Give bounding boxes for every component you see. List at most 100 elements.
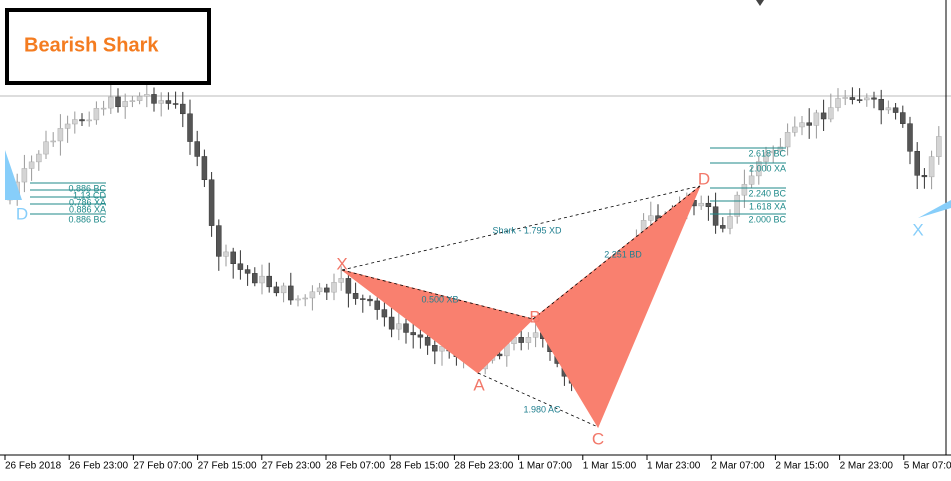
- candle-body: [50, 140, 56, 143]
- candle-body: [518, 337, 524, 343]
- candle-body: [734, 194, 740, 217]
- candle-body: [288, 285, 294, 301]
- candle-body: [187, 113, 193, 142]
- candle-body: [892, 107, 899, 113]
- level-label: 2.000 XA: [749, 163, 786, 173]
- candle-body: [921, 175, 928, 178]
- candle-body: [417, 334, 424, 338]
- candle-body: [748, 175, 755, 185]
- candle-body: [928, 156, 935, 178]
- candle-body: [756, 161, 762, 177]
- candle-body: [720, 225, 726, 229]
- level-label: 0.786 XA: [69, 197, 106, 207]
- candle-body: [144, 94, 150, 97]
- candle-body: [770, 150, 776, 154]
- pattern-point-label: D: [698, 169, 710, 188]
- candle-body: [849, 97, 856, 100]
- candle-body: [244, 269, 251, 274]
- candle-body: [698, 202, 704, 207]
- candle-body: [403, 323, 409, 333]
- candle-body: [784, 132, 791, 148]
- candle-body: [367, 298, 373, 302]
- candle-body: [86, 119, 92, 122]
- candle-body: [705, 202, 712, 207]
- pattern-point-label: X: [336, 254, 347, 273]
- pattern-bcd: [532, 185, 701, 429]
- candle-body: [108, 96, 114, 109]
- candle-body: [64, 123, 71, 129]
- candle-body: [345, 278, 352, 294]
- candle-body: [338, 278, 344, 283]
- previous-point-label: X: [912, 220, 923, 239]
- level-label: 2.000 BC: [748, 214, 786, 224]
- time-tick-label: 2 Mar 15:00: [775, 461, 829, 472]
- time-tick-label: 2 Mar 23:00: [840, 461, 894, 472]
- ratio-line: [341, 185, 701, 271]
- candle-body: [252, 273, 258, 284]
- candle-body: [57, 128, 64, 142]
- level-label: 0.886 BC: [68, 183, 106, 193]
- candle-body: [907, 123, 913, 152]
- shift-marker: [756, 0, 764, 6]
- candle-body: [374, 300, 380, 310]
- candle-body: [806, 122, 812, 126]
- candle-body: [273, 286, 280, 294]
- ratio-line: [341, 269, 534, 320]
- ratio-label: 0.500 XB: [421, 294, 458, 304]
- candle-body: [136, 96, 143, 101]
- previous-point-label: D: [16, 204, 28, 223]
- time-tick-label: 27 Feb 23:00: [262, 461, 321, 472]
- candle-body: [223, 251, 229, 257]
- candle-body: [396, 323, 402, 330]
- candle-body: [165, 100, 172, 104]
- pattern-point-label: B: [529, 307, 540, 326]
- candle-body: [309, 291, 316, 299]
- candle-body: [180, 103, 186, 115]
- candle-body: [777, 146, 784, 152]
- candle-body: [828, 107, 834, 120]
- candle-body: [871, 97, 877, 100]
- ratio-label: 1.980 AC: [523, 404, 561, 414]
- candle-body: [410, 332, 416, 336]
- level-label: 0.886 XA: [69, 204, 106, 214]
- candle-body: [835, 98, 841, 108]
- candle-body: [129, 100, 136, 102]
- time-tick-label: 28 Feb 23:00: [454, 461, 513, 472]
- time-tick-label: 1 Mar 23:00: [647, 461, 701, 472]
- candle-body: [79, 119, 85, 122]
- candle-body: [158, 100, 164, 104]
- candle-body: [324, 287, 330, 293]
- candle-body: [72, 119, 78, 125]
- candle-body: [792, 126, 798, 133]
- time-tick-label: 26 Feb 2018: [5, 461, 62, 472]
- candle-body: [115, 96, 121, 108]
- candle-body: [28, 161, 35, 169]
- candle-body: [648, 215, 654, 221]
- time-tick-label: 1 Mar 15:00: [583, 461, 637, 472]
- candle-body: [316, 287, 323, 293]
- candle-body: [100, 107, 107, 110]
- time-tick-label: 1 Mar 07:00: [519, 461, 573, 472]
- pattern: [341, 185, 701, 429]
- ratio-label: Shark - 1.795 XD: [492, 225, 562, 235]
- candle-body: [878, 98, 884, 111]
- candle-body: [936, 136, 942, 157]
- level-label: 2.240 BC: [748, 188, 786, 198]
- candle-body: [352, 293, 359, 299]
- candle-body: [424, 336, 431, 346]
- candle-body: [741, 184, 748, 196]
- candle-body: [21, 168, 28, 183]
- time-tick-label: 5 Mar 07:00: [904, 461, 951, 472]
- candle-body: [43, 141, 49, 155]
- pattern-point-label: C: [592, 429, 604, 448]
- candle-body: [864, 97, 870, 101]
- candle-body: [763, 152, 769, 162]
- candle-body: [712, 206, 719, 226]
- candle-body: [439, 346, 445, 352]
- candle-body: [900, 112, 906, 124]
- candle-body: [388, 316, 395, 330]
- candle-body: [856, 99, 863, 101]
- candle-body: [302, 297, 308, 300]
- candle-body: [201, 156, 208, 180]
